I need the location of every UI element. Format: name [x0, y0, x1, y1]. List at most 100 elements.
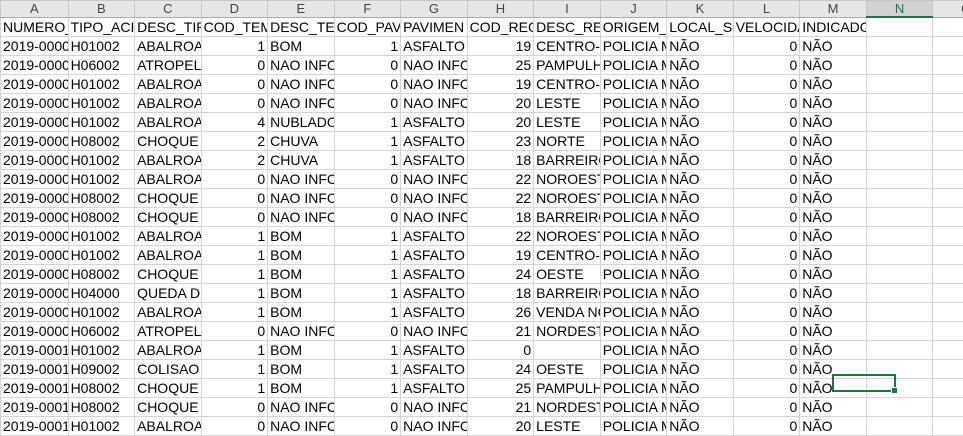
cell[interactable]: CHOQUE M — [135, 208, 202, 227]
cell[interactable]: 0 — [334, 94, 401, 113]
cell[interactable] — [933, 379, 963, 398]
cell[interactable]: 0 — [733, 360, 800, 379]
cell[interactable]: BARREIRO — [534, 151, 601, 170]
cell[interactable] — [933, 284, 963, 303]
cell[interactable] — [866, 94, 933, 113]
cell[interactable]: 0 — [733, 398, 800, 417]
cell[interactable]: NAO INFC — [401, 417, 468, 436]
cell[interactable]: NÃO — [667, 303, 734, 322]
cell[interactable]: NOROESTE — [534, 189, 601, 208]
cell[interactable]: 0 — [201, 94, 268, 113]
cell[interactable]: NÃO — [667, 56, 734, 75]
cell[interactable]: H01002 — [68, 246, 135, 265]
cell[interactable]: NÃO — [800, 398, 867, 417]
cell[interactable]: 0 — [733, 132, 800, 151]
cell[interactable]: NÃO — [800, 265, 867, 284]
cell[interactable]: 2019-0001 — [1, 360, 69, 379]
cell[interactable] — [866, 379, 933, 398]
cell[interactable]: 0 — [733, 379, 800, 398]
cell[interactable]: 2 — [201, 151, 268, 170]
cell[interactable]: H06002 — [68, 322, 135, 341]
cell[interactable]: 2019-0001 — [1, 341, 69, 360]
cell[interactable]: NAO INFC — [401, 75, 468, 94]
cell[interactable]: H04000 — [68, 284, 135, 303]
cell[interactable]: POLICIA M — [600, 417, 667, 436]
cell[interactable]: H01002 — [68, 37, 135, 56]
cell[interactable]: 1 — [334, 303, 401, 322]
cell[interactable]: BARREIRO — [534, 284, 601, 303]
cell[interactable]: CHUVA — [268, 132, 335, 151]
cell[interactable]: PAMPULH — [534, 379, 601, 398]
cell[interactable]: 0 — [733, 56, 800, 75]
cell[interactable] — [933, 151, 963, 170]
cell[interactable]: NOROESTE — [534, 170, 601, 189]
column-header-o[interactable]: O — [933, 1, 963, 18]
cell[interactable]: NÃO — [667, 398, 734, 417]
cell[interactable]: NÃO — [667, 94, 734, 113]
cell[interactable] — [933, 398, 963, 417]
field-name-cell[interactable]: ORIGEM_ — [600, 17, 667, 37]
cell[interactable] — [534, 341, 601, 360]
cell[interactable]: 2019-0000 — [1, 303, 69, 322]
cell[interactable]: NÃO — [800, 151, 867, 170]
cell[interactable]: 0 — [733, 417, 800, 436]
cell[interactable]: CHOQUE M — [135, 189, 202, 208]
cell[interactable]: POLICIA M — [600, 170, 667, 189]
cell[interactable]: NÃO — [667, 227, 734, 246]
field-name-cell[interactable]: VELOCIDA — [733, 17, 800, 37]
cell[interactable]: ABALROAI — [135, 341, 202, 360]
cell[interactable]: NOROESTE — [534, 227, 601, 246]
cell[interactable]: NÃO — [800, 303, 867, 322]
cell[interactable] — [866, 132, 933, 151]
cell[interactable]: POLICIA M — [600, 227, 667, 246]
cell[interactable]: ASFALTO — [401, 246, 468, 265]
cell[interactable]: NÃO — [800, 170, 867, 189]
cell[interactable]: 0 — [733, 94, 800, 113]
cell[interactable]: 0 — [733, 246, 800, 265]
cell[interactable]: 2019-0000 — [1, 246, 69, 265]
cell[interactable]: 2019-0000 — [1, 208, 69, 227]
cell[interactable]: NÃO — [667, 417, 734, 436]
cell[interactable]: ASFALTO — [401, 341, 468, 360]
cell[interactable]: ASFALTO — [401, 265, 468, 284]
cell[interactable]: VENDA NC — [534, 303, 601, 322]
cell[interactable]: 2019-0000 — [1, 189, 69, 208]
cell[interactable]: H01002 — [68, 417, 135, 436]
cell[interactable]: H08002 — [68, 189, 135, 208]
cell[interactable]: NÃO — [800, 56, 867, 75]
cell[interactable]: 0 — [733, 227, 800, 246]
cell[interactable]: BOM — [268, 360, 335, 379]
cell[interactable]: BOM — [268, 37, 335, 56]
cell[interactable]: NORDESTE — [534, 398, 601, 417]
column-header-h[interactable]: H — [467, 1, 534, 18]
column-header-l[interactable]: L — [733, 1, 800, 18]
cell[interactable] — [866, 208, 933, 227]
cell[interactable]: POLICIA M — [600, 379, 667, 398]
cell[interactable] — [866, 189, 933, 208]
cell[interactable] — [933, 75, 963, 94]
cell[interactable]: POLICIA M — [600, 113, 667, 132]
cell[interactable] — [866, 398, 933, 417]
cell[interactable]: H08002 — [68, 208, 135, 227]
cell[interactable]: CHOQUE M — [135, 379, 202, 398]
cell[interactable] — [866, 170, 933, 189]
cell[interactable] — [866, 37, 933, 56]
cell[interactable]: ASFALTO — [401, 303, 468, 322]
cell[interactable]: 2 — [201, 132, 268, 151]
cell[interactable]: 19 — [467, 75, 534, 94]
cell[interactable]: 0 — [733, 113, 800, 132]
cell[interactable]: 0 — [733, 303, 800, 322]
cell[interactable]: NÃO — [800, 360, 867, 379]
cell[interactable] — [933, 360, 963, 379]
cell[interactable]: H01002 — [68, 75, 135, 94]
cell[interactable]: BOM — [268, 227, 335, 246]
cell[interactable]: NAO INFC — [401, 94, 468, 113]
cell[interactable]: 0 — [201, 208, 268, 227]
column-header-d[interactable]: D — [201, 1, 268, 18]
field-name-cell[interactable]: INDICADOR_FATALIDADE — [800, 17, 867, 37]
cell[interactable]: 24 — [467, 265, 534, 284]
cell[interactable]: NÃO — [800, 246, 867, 265]
cell[interactable]: 1 — [334, 113, 401, 132]
cell[interactable]: NÃO — [667, 113, 734, 132]
cell[interactable]: 2019-0000 — [1, 113, 69, 132]
